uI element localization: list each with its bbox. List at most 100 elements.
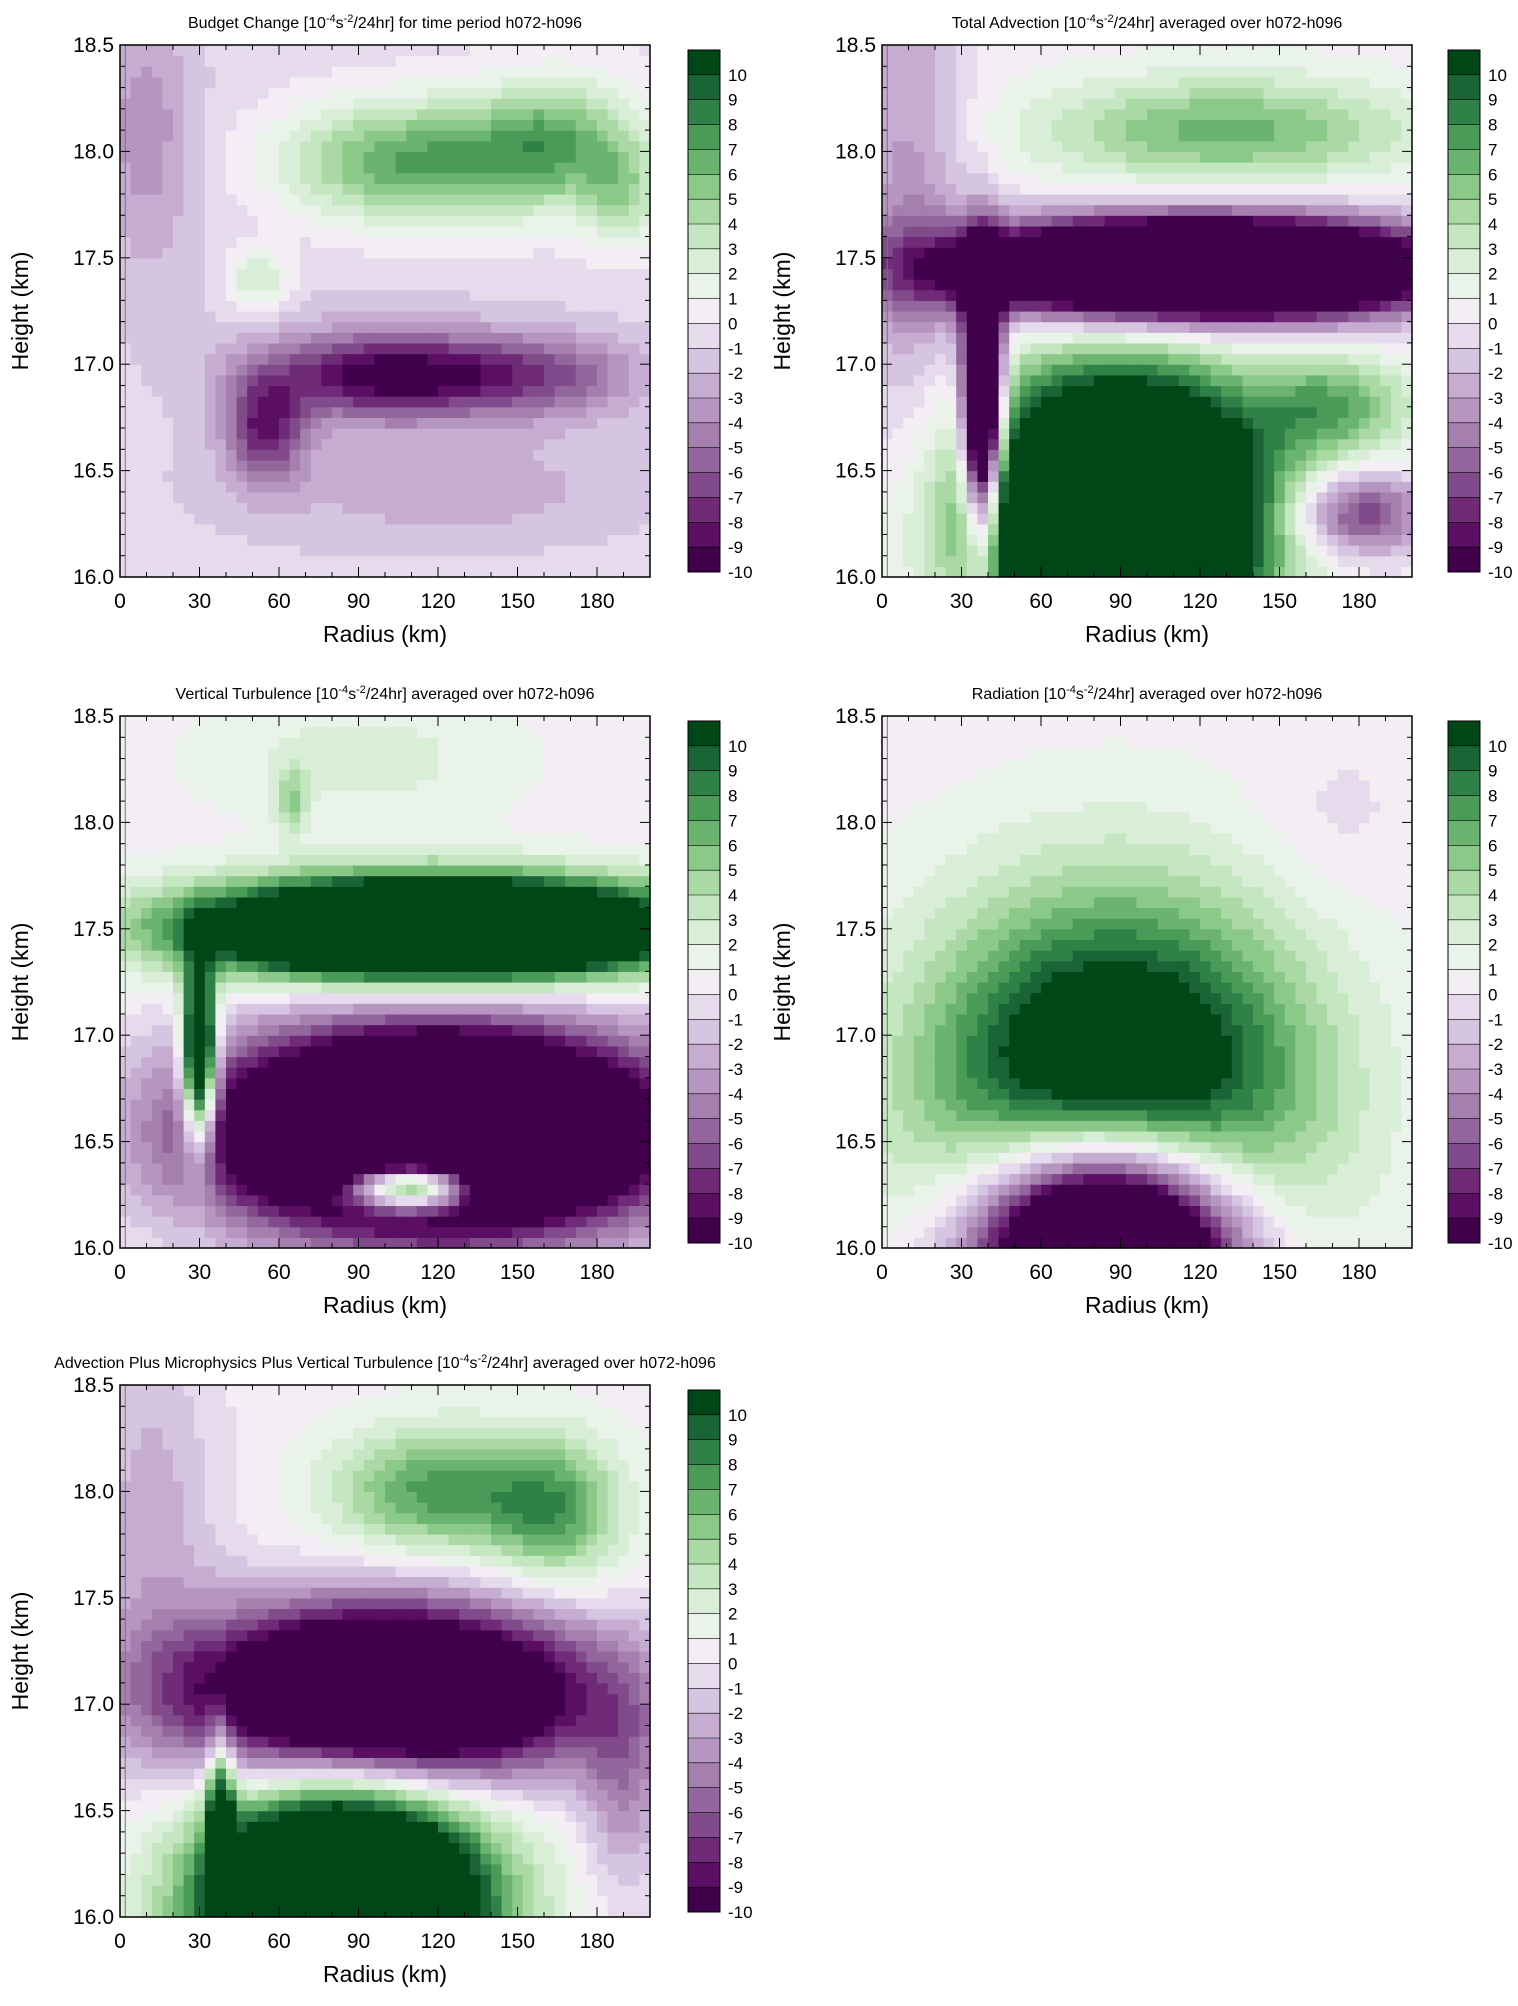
heatmap-cell bbox=[1221, 98, 1233, 110]
heatmap-cell bbox=[469, 236, 481, 248]
heatmap-cell bbox=[300, 502, 312, 514]
heatmap-cell bbox=[977, 545, 989, 557]
heatmap-cell bbox=[491, 215, 503, 227]
heatmap-cell bbox=[406, 300, 418, 312]
heatmap-cell bbox=[1274, 151, 1286, 163]
heatmap-cell bbox=[342, 428, 354, 440]
heatmap-cell bbox=[1274, 172, 1286, 184]
heatmap-cell bbox=[1147, 279, 1159, 291]
heatmap-cell bbox=[1168, 364, 1180, 376]
heatmap-cell bbox=[310, 193, 322, 206]
heatmap-cell bbox=[385, 353, 397, 365]
heatmap-cell bbox=[1284, 76, 1296, 89]
heatmap-cell bbox=[1094, 459, 1106, 472]
heatmap-cell bbox=[1136, 353, 1148, 365]
heatmap-cell bbox=[427, 417, 439, 429]
heatmap-cell bbox=[459, 555, 471, 567]
heatmap-cell bbox=[438, 481, 450, 493]
heatmap-cell bbox=[1327, 300, 1339, 312]
heatmap-cell bbox=[385, 321, 397, 333]
heatmap-cell bbox=[1359, 385, 1371, 397]
heatmap-cell bbox=[1019, 108, 1031, 121]
heatmap-cell bbox=[448, 523, 460, 536]
heatmap-cell bbox=[966, 289, 978, 301]
heatmap-cell bbox=[554, 449, 566, 461]
heatmap-cell bbox=[1019, 523, 1031, 536]
heatmap-cell bbox=[406, 289, 418, 301]
heatmap-cell bbox=[385, 513, 397, 525]
heatmap-cell bbox=[501, 55, 513, 67]
heatmap-cell bbox=[162, 76, 174, 89]
heatmap-cell bbox=[1125, 534, 1137, 546]
colorbar-swatch bbox=[688, 373, 720, 399]
heatmap-cell bbox=[215, 130, 227, 142]
heatmap-cell bbox=[966, 406, 978, 418]
heatmap-cell bbox=[607, 449, 619, 461]
heatmap-cell bbox=[512, 108, 524, 121]
heatmap-cell bbox=[607, 502, 619, 514]
heatmap-cell bbox=[586, 374, 598, 387]
heatmap-cell bbox=[501, 374, 513, 387]
heatmap-cell bbox=[1253, 374, 1265, 387]
heatmap-cell bbox=[183, 470, 195, 482]
heatmap-cell bbox=[427, 353, 439, 365]
heatmap-cell bbox=[903, 268, 915, 280]
heatmap-cell bbox=[173, 289, 185, 301]
heatmap-cell bbox=[363, 98, 375, 110]
heatmap-cell bbox=[1125, 321, 1137, 333]
heatmap-cell bbox=[575, 236, 587, 248]
heatmap-cell bbox=[1242, 555, 1254, 567]
heatmap-cell bbox=[416, 459, 428, 472]
heatmap-cell bbox=[1337, 364, 1349, 376]
heatmap-cell bbox=[1306, 311, 1318, 323]
heatmap-cell bbox=[892, 140, 904, 152]
heatmap-cell bbox=[1306, 257, 1318, 270]
heatmap-cell bbox=[628, 172, 640, 184]
heatmap-cell bbox=[1274, 279, 1286, 291]
heatmap-cell bbox=[289, 204, 301, 216]
heatmap-cell bbox=[363, 268, 375, 280]
heatmap-cell bbox=[183, 289, 195, 301]
heatmap-cell bbox=[977, 236, 989, 248]
heatmap-cell bbox=[257, 470, 269, 482]
heatmap-cell bbox=[1200, 523, 1212, 536]
heatmap-cell bbox=[469, 470, 481, 482]
heatmap-cell bbox=[1306, 87, 1318, 99]
heatmap-cell bbox=[1327, 374, 1339, 387]
heatmap-cell bbox=[183, 406, 195, 418]
heatmap-cell bbox=[491, 534, 503, 546]
heatmap-cell bbox=[1348, 236, 1360, 248]
heatmap-cell bbox=[1221, 193, 1233, 206]
heatmap-cell bbox=[353, 247, 365, 259]
heatmap-cell bbox=[183, 300, 195, 312]
heatmap-cell bbox=[1284, 342, 1296, 355]
heatmap-cell bbox=[998, 225, 1010, 238]
heatmap-cell bbox=[1295, 545, 1307, 557]
heatmap-cell bbox=[1136, 459, 1148, 472]
heatmap-cell bbox=[194, 481, 206, 493]
heatmap-cell bbox=[1115, 374, 1127, 387]
heatmap-cell bbox=[1019, 459, 1031, 472]
x-tick-label: 0 bbox=[114, 590, 126, 613]
heatmap-cell bbox=[406, 87, 418, 99]
heatmap-cell bbox=[257, 87, 269, 99]
heatmap-cell bbox=[639, 183, 651, 195]
heatmap-cell bbox=[247, 364, 259, 376]
heatmap-cell bbox=[945, 417, 957, 429]
heatmap-cell bbox=[554, 342, 566, 355]
heatmap-cell bbox=[586, 183, 598, 195]
heatmap-cell bbox=[544, 193, 556, 206]
heatmap-cell bbox=[321, 342, 333, 355]
heatmap-cell bbox=[1253, 289, 1265, 301]
heatmap-cell bbox=[204, 311, 216, 323]
heatmap-cell bbox=[618, 279, 630, 291]
heatmap-cell bbox=[1359, 247, 1371, 259]
heatmap-cell bbox=[924, 279, 936, 291]
heatmap-cell bbox=[1072, 555, 1084, 567]
heatmap-cell bbox=[1327, 534, 1339, 546]
heatmap-cell bbox=[130, 364, 142, 376]
heatmap-cell bbox=[1231, 428, 1243, 440]
heatmap-cell bbox=[554, 204, 566, 216]
heatmap-cell bbox=[385, 534, 397, 546]
heatmap-cell bbox=[1072, 449, 1084, 461]
